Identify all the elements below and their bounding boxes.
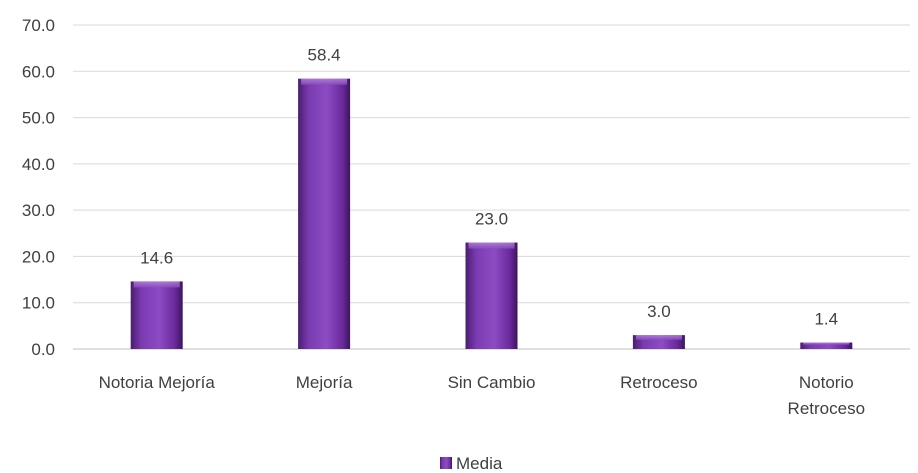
data-label: 58.4 bbox=[308, 46, 341, 65]
x-category-label: Notoria Mejoría bbox=[99, 373, 216, 392]
legend-item: Media bbox=[440, 454, 503, 473]
bar bbox=[800, 342, 853, 349]
y-tick-label: 50.0 bbox=[22, 109, 55, 128]
bar-body bbox=[465, 242, 518, 349]
x-category-label: Notorio Retroceso bbox=[788, 373, 865, 418]
y-tick-label: 40.0 bbox=[22, 155, 55, 174]
legend-label: Media bbox=[456, 454, 503, 473]
bar bbox=[632, 335, 685, 349]
y-tick-label: 60.0 bbox=[22, 62, 55, 81]
bar-highlight bbox=[803, 342, 850, 345]
y-tick-label: 30.0 bbox=[22, 201, 55, 220]
data-label: 23.0 bbox=[475, 210, 508, 229]
bar-highlight bbox=[468, 242, 515, 249]
legend-swatch bbox=[440, 457, 452, 469]
x-category-label: Mejoría bbox=[296, 373, 353, 392]
y-tick-label: 20.0 bbox=[22, 247, 55, 266]
data-label: 1.4 bbox=[814, 310, 838, 329]
bar bbox=[130, 281, 183, 349]
y-tick-label: 0.0 bbox=[31, 340, 55, 359]
x-category-label: Retroceso bbox=[620, 373, 697, 392]
data-label: 3.0 bbox=[647, 302, 671, 321]
data-labels: 14.6 58.4 23.0 3.0 1.4 bbox=[140, 46, 838, 329]
data-label: 14.6 bbox=[140, 248, 173, 267]
bar-body bbox=[298, 78, 351, 349]
bar-body bbox=[800, 342, 853, 349]
x-axis-category-labels: Notoria Mejoría Mejoría Sin Cambio Retroces… bbox=[99, 373, 865, 418]
bar-highlight bbox=[133, 281, 180, 288]
bar bbox=[298, 78, 351, 349]
legend: Media bbox=[440, 454, 503, 473]
bar bbox=[465, 242, 518, 349]
x-category-label: Sin Cambio bbox=[448, 373, 536, 392]
bar-highlight bbox=[301, 78, 348, 85]
bar-highlight bbox=[635, 335, 682, 340]
bar-body bbox=[130, 281, 183, 349]
y-tick-label: 10.0 bbox=[22, 294, 55, 313]
bars bbox=[130, 78, 853, 349]
y-tick-label: 70.0 bbox=[22, 16, 55, 35]
y-axis-tick-labels: 0.0 10.0 20.0 30.0 40.0 50.0 60.0 70.0 bbox=[22, 16, 55, 359]
